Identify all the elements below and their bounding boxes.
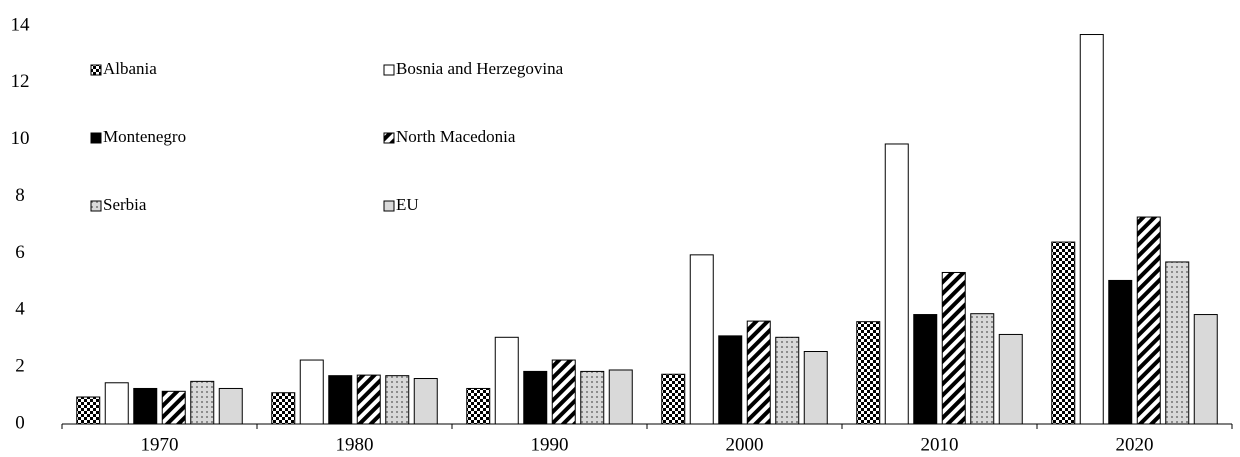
bar [1136, 216, 1161, 425]
legend-label: Serbia [103, 195, 147, 214]
bar [884, 143, 909, 425]
legend-swatch [383, 200, 395, 212]
bar [271, 392, 296, 425]
bar [718, 335, 743, 425]
bar [1165, 261, 1190, 425]
legend-label: North Macedonia [396, 127, 516, 146]
y-tick-label: 6 [15, 242, 25, 263]
y-tick-label: 4 [15, 299, 25, 320]
bar [856, 321, 881, 425]
bar [466, 387, 491, 425]
legend-swatch [90, 132, 102, 144]
bar [775, 336, 800, 425]
bar [1193, 314, 1218, 425]
bar [133, 387, 158, 425]
y-tick-label: 0 [15, 412, 25, 433]
bar [803, 351, 828, 425]
bar [523, 370, 548, 425]
bar [941, 271, 966, 425]
bar [661, 373, 686, 425]
legend-swatch [383, 132, 395, 144]
x-tick-label: 1990 [531, 434, 569, 455]
bar [913, 314, 938, 425]
legend-label: Bosnia and Herzegovina [396, 59, 564, 78]
bar [218, 387, 243, 425]
legend-label: Albania [103, 59, 157, 78]
bar [161, 390, 186, 425]
legend-swatch [383, 64, 395, 76]
x-tick-label: 2000 [726, 434, 764, 455]
y-tick-label: 2 [15, 356, 25, 377]
legend-swatch [90, 64, 102, 76]
y-tick-label: 12 [11, 71, 30, 92]
bar [580, 370, 605, 425]
bar [328, 375, 353, 425]
bar [356, 374, 381, 425]
legend-swatch [90, 200, 102, 212]
bar [1079, 34, 1104, 425]
legend-label: Montenegro [103, 127, 186, 146]
bar [1051, 241, 1076, 425]
bar [104, 382, 129, 425]
bar [689, 254, 714, 425]
bar [413, 378, 438, 425]
bar [76, 396, 101, 425]
x-tick-label: 1980 [336, 434, 374, 455]
x-tick-label: 2020 [1116, 434, 1154, 455]
bar [299, 359, 324, 425]
bar [608, 369, 633, 425]
bar [494, 336, 519, 425]
x-tick-label: 2010 [921, 434, 959, 455]
bar [970, 313, 995, 425]
bar [1108, 279, 1133, 425]
y-tick-label: 14 [11, 14, 31, 35]
bar [385, 375, 410, 425]
legend-label: EU [396, 195, 419, 214]
bar [190, 380, 215, 425]
bar [551, 359, 576, 425]
y-tick-label: 8 [15, 185, 25, 206]
x-tick-label: 1970 [141, 434, 179, 455]
bar [998, 333, 1023, 425]
y-tick-label: 10 [11, 128, 30, 149]
bar [746, 320, 771, 425]
